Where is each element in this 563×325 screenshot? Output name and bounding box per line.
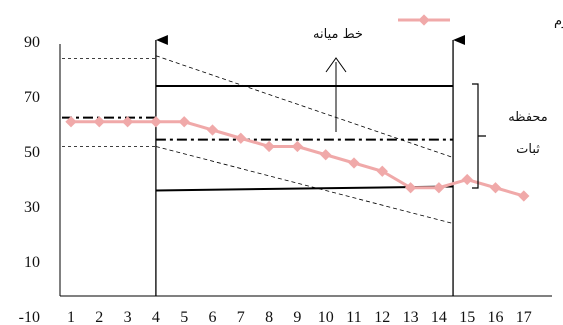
x-tick-label: 9 bbox=[293, 309, 301, 325]
x-tick-label: 10 bbox=[318, 309, 334, 325]
x-tick-label: 15 bbox=[459, 309, 475, 325]
x-tick-label: 5 bbox=[180, 309, 188, 325]
data-point bbox=[433, 182, 445, 194]
y-tick-label: 10 bbox=[24, 254, 40, 271]
stability-bracket bbox=[472, 83, 486, 189]
x-tick-labels: 1 2 3 4 5 6 7 8 9 10 11 12 13 14 15 16 17 bbox=[67, 309, 532, 325]
data-point bbox=[404, 182, 417, 194]
x-tick-label: 7 bbox=[237, 309, 245, 325]
x-tick-label: 13 bbox=[403, 309, 419, 325]
x-tick-label: 11 bbox=[346, 309, 361, 325]
legend: شرکت‌کننده سوم bbox=[398, 14, 563, 29]
data-point bbox=[518, 190, 530, 202]
data-point bbox=[206, 124, 219, 136]
y-tick-label: 70 bbox=[24, 89, 40, 106]
y-tick-label: 30 bbox=[24, 199, 40, 216]
x-tick-label: 12 bbox=[374, 309, 390, 325]
x-tick-label: 4 bbox=[152, 309, 160, 325]
data-point bbox=[178, 116, 190, 128]
data-point bbox=[93, 116, 105, 128]
data-point bbox=[291, 140, 304, 153]
stability-label-line1: محفظه bbox=[508, 110, 548, 125]
x-tick-label: 16 bbox=[488, 309, 504, 325]
series-line bbox=[71, 120, 525, 198]
data-point bbox=[376, 165, 388, 177]
y-tick-label: 90 bbox=[24, 34, 40, 51]
data-point bbox=[489, 182, 502, 194]
x-tick-label: 6 bbox=[209, 309, 217, 325]
midline-arrow-head bbox=[325, 57, 347, 73]
x-tick-label: 17 bbox=[516, 309, 532, 325]
x-tick-label: 8 bbox=[265, 309, 273, 325]
x-tick-label: 3 bbox=[124, 309, 132, 325]
data-point bbox=[461, 173, 473, 186]
x-tick-label: 1 bbox=[67, 309, 75, 325]
y-tick-label: 50 bbox=[24, 144, 40, 161]
legend-swatch-marker bbox=[418, 14, 430, 26]
legend-label: شرکت‌کننده سوم bbox=[554, 14, 563, 29]
treatment-envelope-lower bbox=[155, 185, 454, 192]
data-point bbox=[263, 140, 275, 153]
annotation-layer bbox=[62, 35, 466, 296]
y-tick-label: -10 bbox=[19, 309, 40, 325]
trend-lower-line bbox=[155, 146, 454, 224]
data-point bbox=[235, 132, 247, 144]
midline-label: خط میانه bbox=[313, 27, 363, 42]
data-point bbox=[348, 157, 360, 169]
x-tick-label: 2 bbox=[95, 309, 103, 325]
stability-label-line2: ثبات bbox=[516, 142, 540, 157]
trend-upper-line bbox=[155, 55, 454, 158]
data-point bbox=[320, 149, 332, 161]
y-tick-labels: -10 10 30 50 70 90 bbox=[19, 34, 40, 325]
x-tick-label: 14 bbox=[431, 309, 447, 325]
